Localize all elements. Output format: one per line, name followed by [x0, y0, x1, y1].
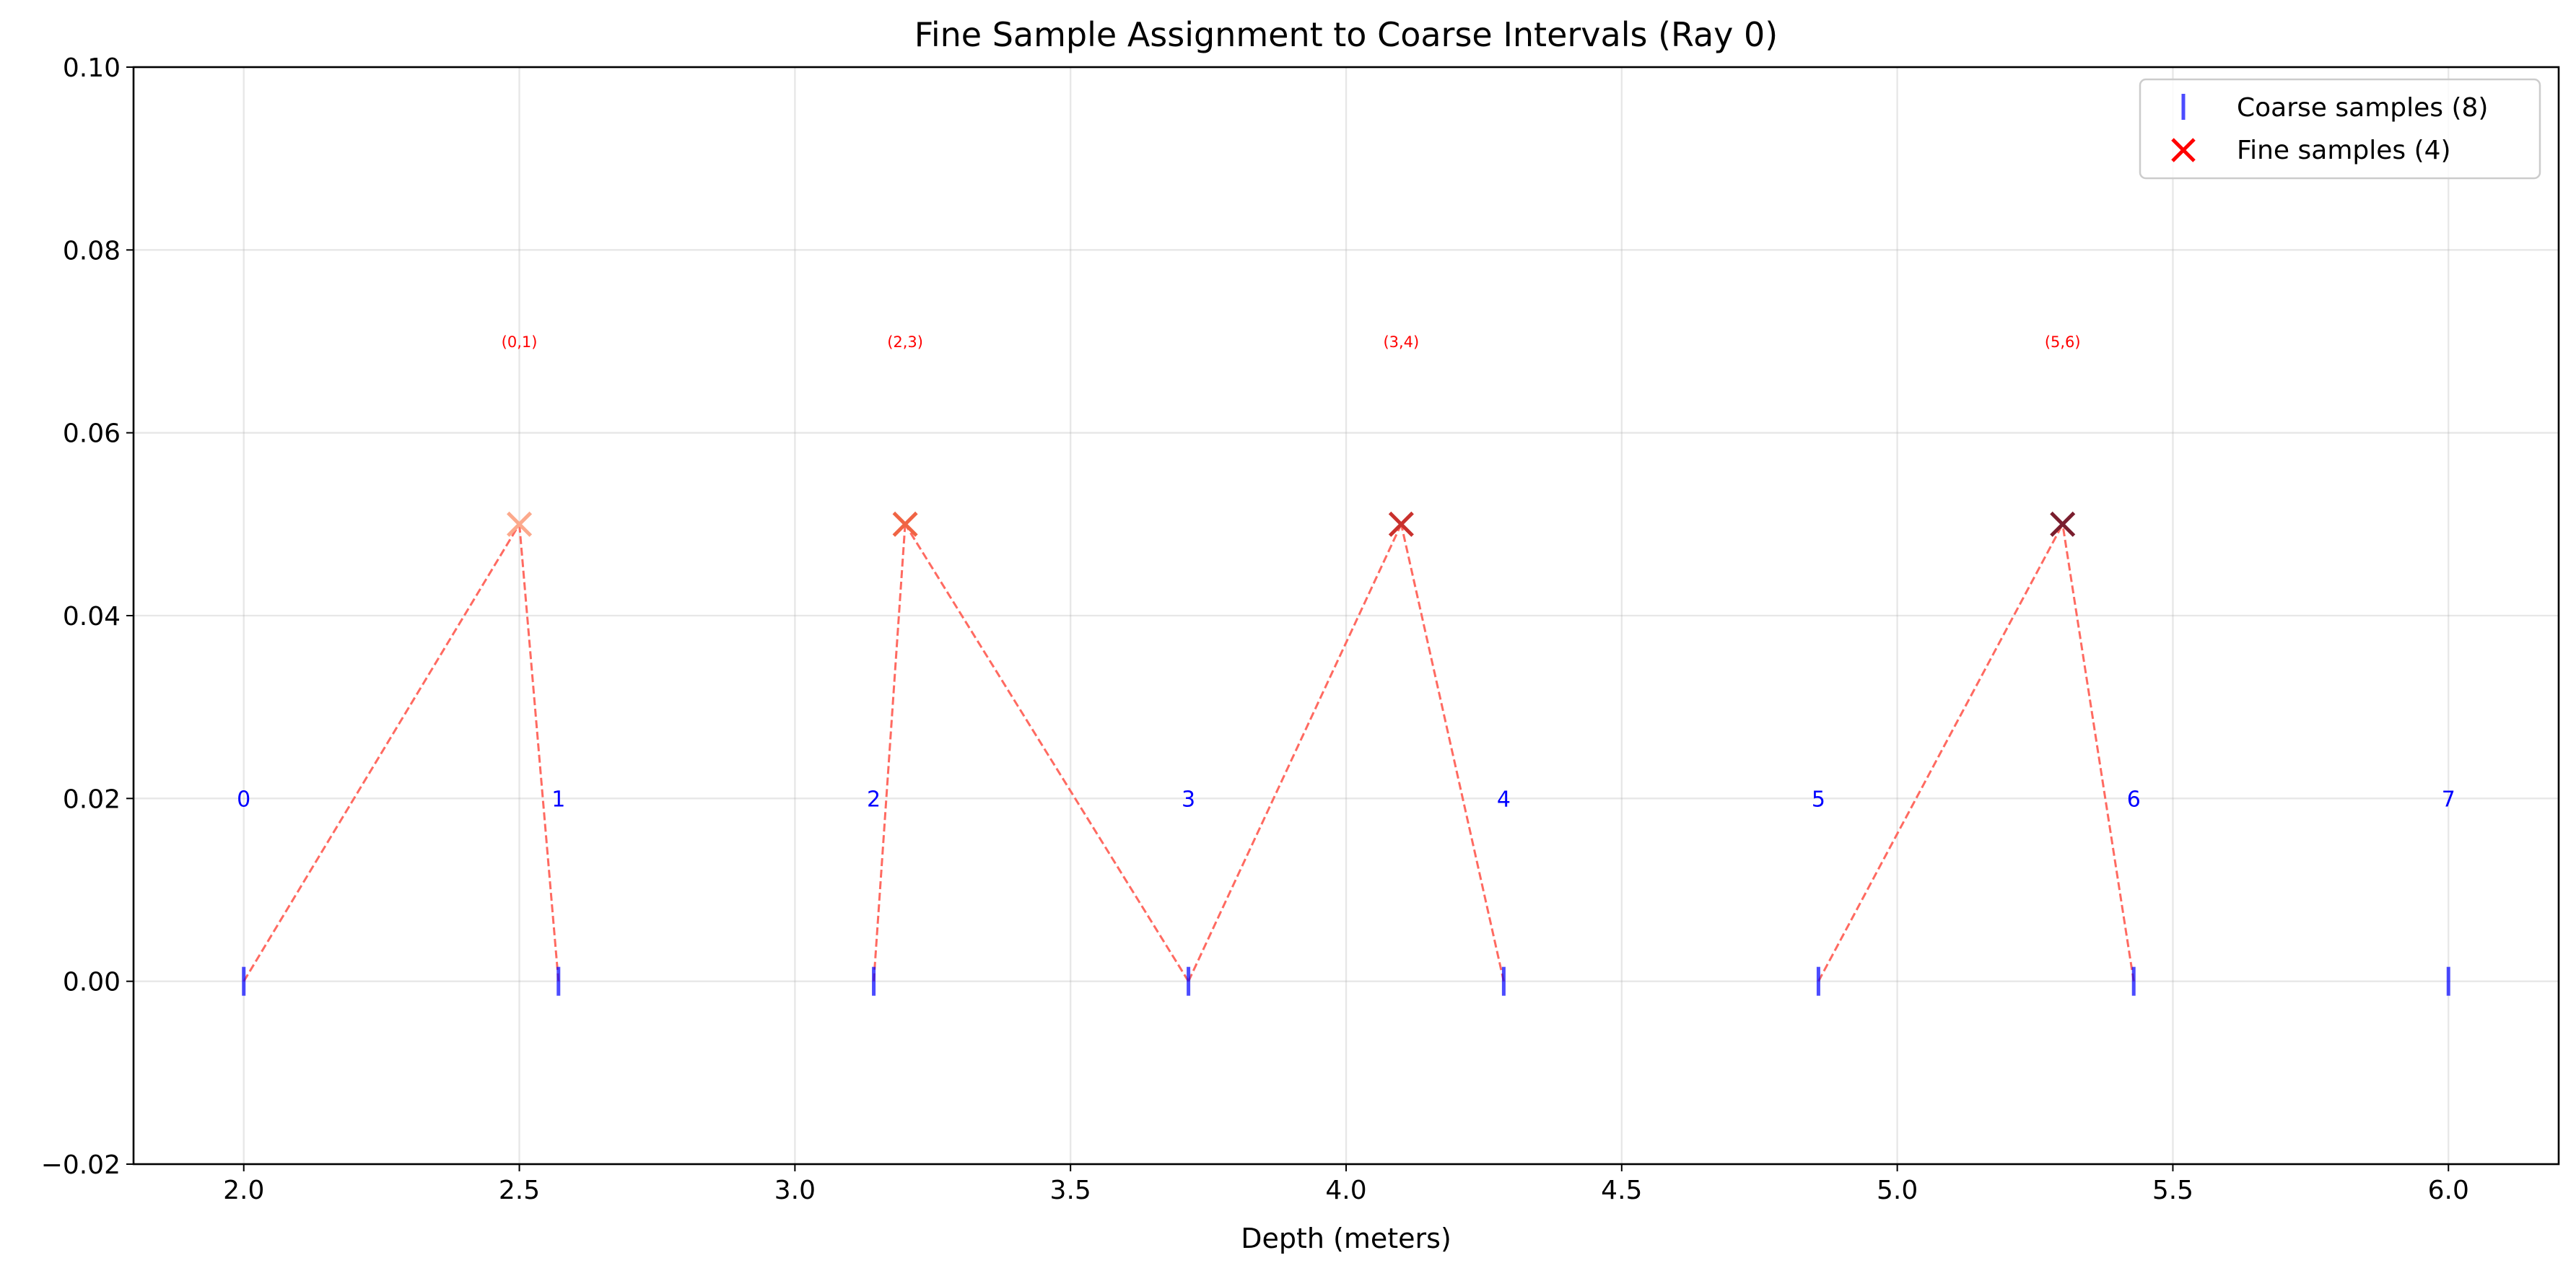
fine-sample-interval-label: (0,1): [502, 333, 538, 351]
y-tick-label: 0.08: [63, 236, 121, 266]
connector-line: [1187, 523, 1402, 982]
x-tick-label: 6.0: [2428, 1176, 2469, 1205]
connector-line: [243, 523, 520, 982]
fine-sample-interval-label: (2,3): [887, 333, 923, 351]
coarse-sample-index-label: 1: [551, 787, 565, 812]
y-axis-ticks: −0.02 0.00 0.02 0.04 0.06 0.08 0.10: [41, 53, 134, 1180]
coarse-sample-index-label: 2: [867, 787, 881, 812]
y-tick-label: 0.02: [63, 785, 121, 814]
y-tick-label: 0.04: [63, 602, 121, 632]
x-tick-label: 5.5: [2152, 1176, 2193, 1205]
fine-sample-interval-label: (3,4): [1383, 333, 1419, 351]
fine-sample-marker: [1388, 511, 1414, 537]
x-axis-label: Depth (meters): [1241, 1223, 1451, 1254]
coarse-sample-index-label: 3: [1182, 787, 1195, 812]
point-labels: 0 1 2 3 4 5 6 7 (0,1) (2,3) (3,4) (5,6): [237, 333, 2455, 812]
y-tick-label: 0.10: [63, 53, 121, 83]
coarse-sample-index-label: 0: [237, 787, 250, 812]
y-tick-label: 0.00: [63, 968, 121, 997]
fine-sample-stroke: [2050, 511, 2076, 537]
x-tick-label: 4.5: [1601, 1176, 1642, 1205]
x-tick-label: 4.0: [1325, 1176, 1366, 1205]
fine-sample-marker: [2050, 511, 2076, 537]
legend-coarse-label: Coarse samples (8): [2237, 93, 2488, 123]
fine-sample-stroke: [507, 511, 533, 537]
legend: Coarse samples (8) Fine samples (4): [2139, 78, 2541, 180]
legend-box: [2139, 78, 2541, 180]
fine-sample-stroke: [892, 511, 918, 537]
chart-title: Fine Sample Assignment to Coarse Interva…: [914, 15, 1778, 54]
connector-line: [904, 523, 1189, 982]
coarse-sample-index-label: 6: [2127, 787, 2141, 812]
coarse-sample-index-label: 4: [1497, 787, 1511, 812]
fine-sample-stroke: [1388, 511, 1414, 537]
y-tick-label: 0.06: [63, 419, 121, 449]
connector-lines: [243, 523, 2135, 982]
x-tick-label: 5.0: [1877, 1176, 1918, 1205]
coarse-sample-index-label: 5: [1812, 787, 1825, 812]
y-tick-label: −0.02: [41, 1150, 121, 1180]
x-tick-label: 2.5: [499, 1176, 540, 1205]
x-tick-label: 2.0: [223, 1176, 264, 1205]
connector-line: [1817, 523, 2064, 982]
fine-sample-interval-label: (5,6): [2045, 333, 2081, 351]
x-tick-label: 3.5: [1050, 1176, 1091, 1205]
coarse-samples: [242, 966, 2450, 996]
fine-sample-marker: [892, 511, 918, 537]
connector-line: [873, 524, 907, 982]
connector-line: [518, 524, 560, 982]
x-axis-ticks: 2.0 2.5 3.0 3.5 4.0 4.5 5.0 5.5 6.0: [223, 1164, 2469, 1205]
legend-fine-label: Fine samples (4): [2237, 136, 2451, 165]
legend-fine-marker: [2171, 138, 2196, 162]
coarse-sample-index-label: 7: [2442, 787, 2455, 812]
x-tick-label: 3.0: [774, 1176, 816, 1205]
connector-line: [1400, 524, 1505, 982]
fine-sample-marker: [507, 511, 533, 537]
fine-samples: [507, 511, 2076, 537]
grid: [134, 66, 2559, 1166]
connector-line: [2061, 524, 2135, 982]
